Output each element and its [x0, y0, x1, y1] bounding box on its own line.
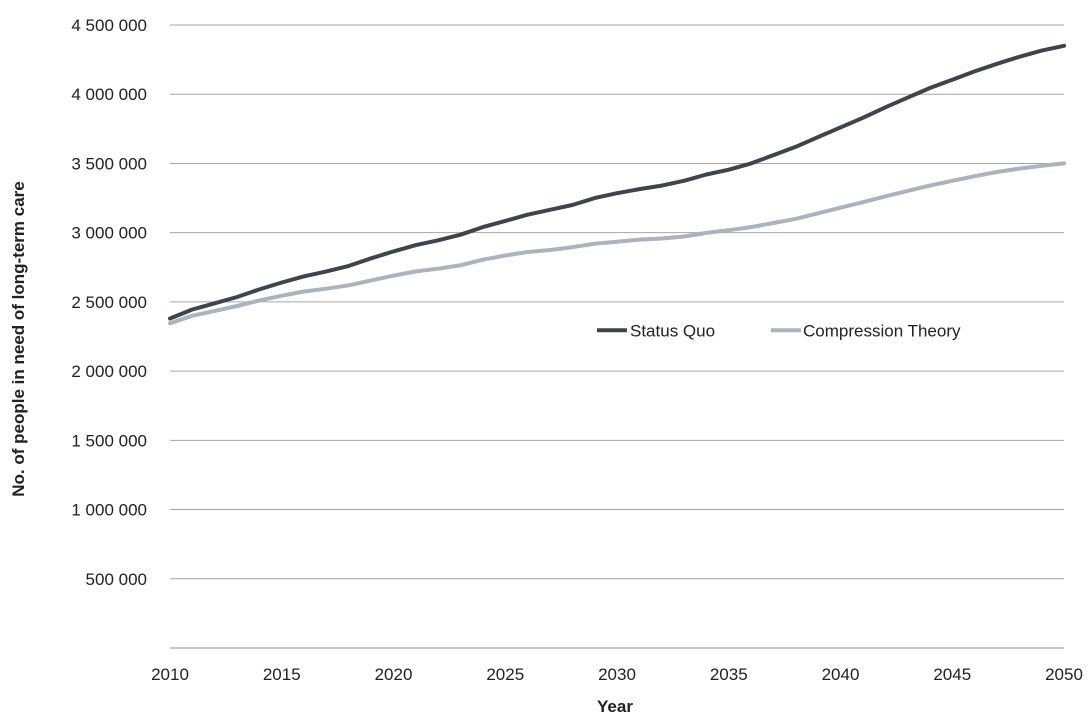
y-tick-labels: 500 000 1 000 000 1 500 000 2 000 000 2 500 …	[71, 16, 147, 589]
x-tick-label: 2040	[822, 665, 860, 684]
legend-label: Status Quo	[630, 321, 715, 340]
x-tick-label: 2010	[151, 665, 189, 684]
x-tick-label: 2015	[263, 665, 301, 684]
series-line-status-quo	[168, 43, 1066, 321]
legend: Status Quo Compression Theory	[597, 321, 961, 340]
x-axis-title: Year	[597, 697, 633, 716]
series-line-compression-theory	[168, 161, 1066, 326]
y-tick-label: 1 000 000	[71, 501, 147, 520]
y-tick-label: 500 000	[86, 570, 147, 589]
y-tick-label: 3 500 000	[71, 154, 147, 173]
y-tick-label: 3 000 000	[71, 224, 147, 243]
x-tick-label: 2025	[486, 665, 524, 684]
y-tick-label: 2 500 000	[71, 293, 147, 312]
x-tick-label: 2020	[375, 665, 413, 684]
y-axis-title: No. of people in need of long-term care	[9, 181, 28, 496]
y-tick-label: 4 000 000	[71, 85, 147, 104]
legend-label: Compression Theory	[803, 321, 961, 340]
x-tick-label: 2050	[1045, 665, 1083, 684]
series-lines	[168, 43, 1066, 326]
x-tick-label: 2045	[933, 665, 971, 684]
x-tick-label: 2030	[598, 665, 636, 684]
y-tick-label: 4 500 000	[71, 16, 147, 35]
x-tick-label: 2035	[710, 665, 748, 684]
y-tick-label: 1 500 000	[71, 431, 147, 450]
x-tick-labels: 2010 2015 2020 2025 2030 2035 2040 2045 2050	[151, 665, 1083, 684]
y-tick-label: 2 000 000	[71, 362, 147, 381]
gridlines	[170, 24, 1064, 580]
